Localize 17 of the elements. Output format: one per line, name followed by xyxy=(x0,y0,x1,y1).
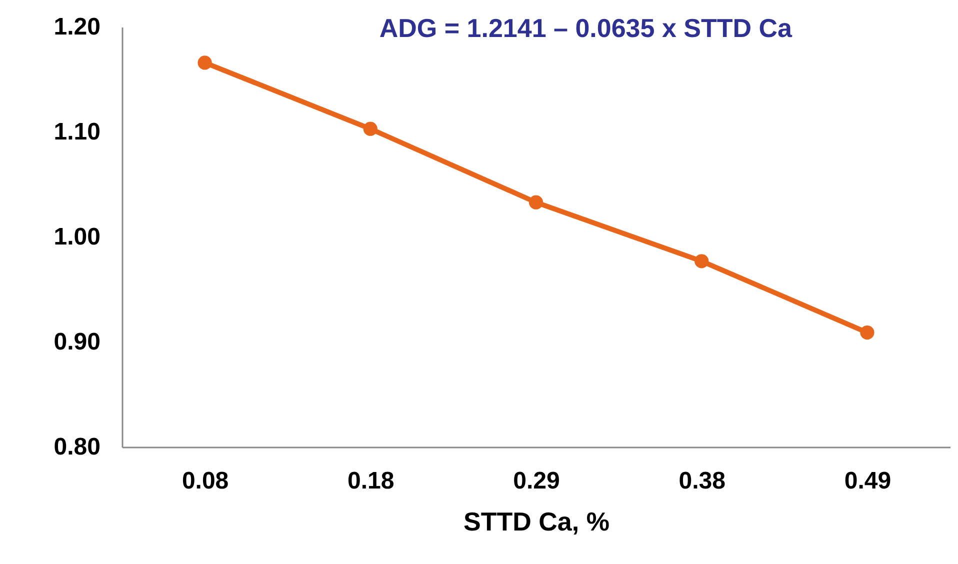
x-tick-label: 0.49 xyxy=(844,468,892,494)
x-tick-label: 0.18 xyxy=(348,468,394,494)
y-tick-label: 0.90 xyxy=(54,328,100,356)
point xyxy=(528,195,544,210)
x-tick-label: 0.08 xyxy=(182,468,229,494)
point xyxy=(363,122,378,136)
y-tick-label: 0.80 xyxy=(54,434,100,460)
x-tick-label: 0.29 xyxy=(513,468,560,494)
y-tick-label: 1.10 xyxy=(54,118,100,146)
point xyxy=(860,325,874,340)
point xyxy=(694,254,709,268)
annotation: ADG = 1.2141 – 0.0635 x STTD Ca xyxy=(379,13,793,43)
point xyxy=(198,56,212,70)
y-tick-label: 1.00 xyxy=(54,224,100,250)
x-axis-title: STTD Ca, % xyxy=(464,506,610,536)
y-tick-label: 1.20 xyxy=(54,14,100,40)
x-tick-label: 0.38 xyxy=(678,468,726,494)
